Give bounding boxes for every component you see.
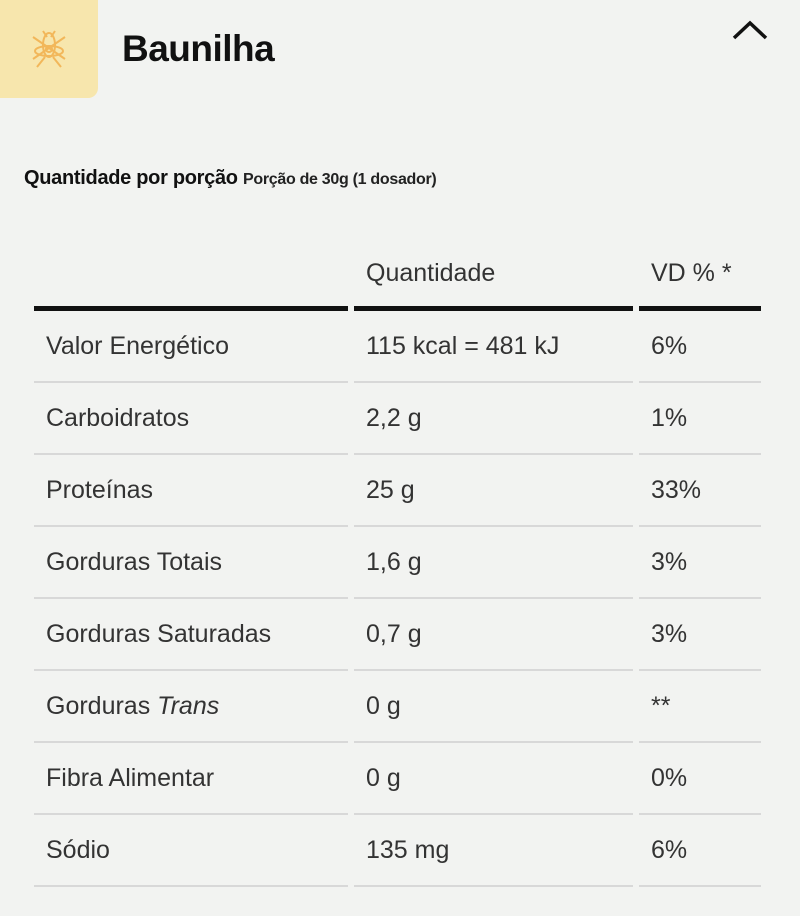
nutrient-quantity: 0 g [354, 743, 633, 815]
nutrient-name: Valor Energético [34, 311, 348, 383]
nutrient-name: Carboidratos [34, 383, 348, 455]
nutrient-vd: 33% [639, 455, 761, 527]
nutrient-quantity: 0 g [354, 671, 633, 743]
header-quantity: Quantidade [354, 240, 633, 311]
nutrient-label: Gorduras Totais [46, 547, 223, 576]
serving-info: Quantidade por porção Porção de 30g (1 d… [24, 167, 437, 190]
table-row: Fibra Alimentar 0 g 0% [34, 743, 761, 815]
nutrient-quantity: 115 kcal = 481 kJ [354, 311, 633, 383]
flavor-title: Baunilha [122, 28, 275, 69]
nutrient-name: Sódio [34, 815, 348, 887]
chevron-up-icon[interactable] [728, 14, 772, 44]
nutrient-quantity: 0,7 g [354, 599, 633, 671]
table-row: Gorduras Trans 0 g ** [34, 671, 761, 743]
nutrient-label: Fibra Alimentar [46, 763, 215, 792]
nutrient-vd: ** [639, 671, 761, 743]
nutrient-label-italic: Trans [157, 691, 220, 720]
table-row: Gorduras Totais 1,6 g 3% [34, 527, 761, 599]
nutrient-label: Valor Energético [46, 331, 229, 360]
nutrient-name: Fibra Alimentar [34, 743, 348, 815]
vanilla-flower-icon [32, 30, 66, 68]
nutrient-label: Sódio [46, 835, 110, 864]
nutrient-name: Gorduras Trans [34, 671, 348, 743]
table-row: Sódio 135 mg 6% [34, 815, 761, 887]
serving-detail: Porção de 30g (1 dosador) [243, 171, 437, 188]
nutrient-vd: 6% [639, 311, 761, 383]
header-vd: VD % * [639, 240, 761, 311]
nutrient-vd: 6% [639, 815, 761, 887]
nutrient-quantity: 1,6 g [354, 527, 633, 599]
table-row: Carboidratos 2,2 g 1% [34, 383, 761, 455]
nutrient-vd: 1% [639, 383, 761, 455]
nutrient-name: Gorduras Totais [34, 527, 348, 599]
nutrient-vd: 0% [639, 743, 761, 815]
table-row: Gorduras Saturadas 0,7 g 3% [34, 599, 761, 671]
nutrient-quantity: 135 mg [354, 815, 633, 887]
flavor-icon-box [0, 0, 98, 98]
table-row: Valor Energético 115 kcal = 481 kJ 6% [34, 311, 761, 383]
nutrient-name: Gorduras Saturadas [34, 599, 348, 671]
nutrient-vd: 3% [639, 527, 761, 599]
nutrient-name: Proteínas [34, 455, 348, 527]
nutrient-quantity: 2,2 g [354, 383, 633, 455]
table-row: Proteínas 25 g 33% [34, 455, 761, 527]
header-nutrient [34, 240, 348, 311]
nutrient-label: Proteínas [46, 475, 154, 504]
serving-label: Quantidade por porção [24, 167, 238, 189]
nutrient-quantity: 25 g [354, 455, 633, 527]
nutrient-label: Carboidratos [46, 403, 190, 432]
nutrition-table: Quantidade VD % * Valor Energético 115 kc… [28, 240, 767, 887]
table-header-row: Quantidade VD % * [34, 240, 761, 311]
nutrient-label: Gorduras [46, 691, 158, 720]
nutrient-vd: 3% [639, 599, 761, 671]
nutrient-label: Gorduras Saturadas [46, 619, 272, 648]
